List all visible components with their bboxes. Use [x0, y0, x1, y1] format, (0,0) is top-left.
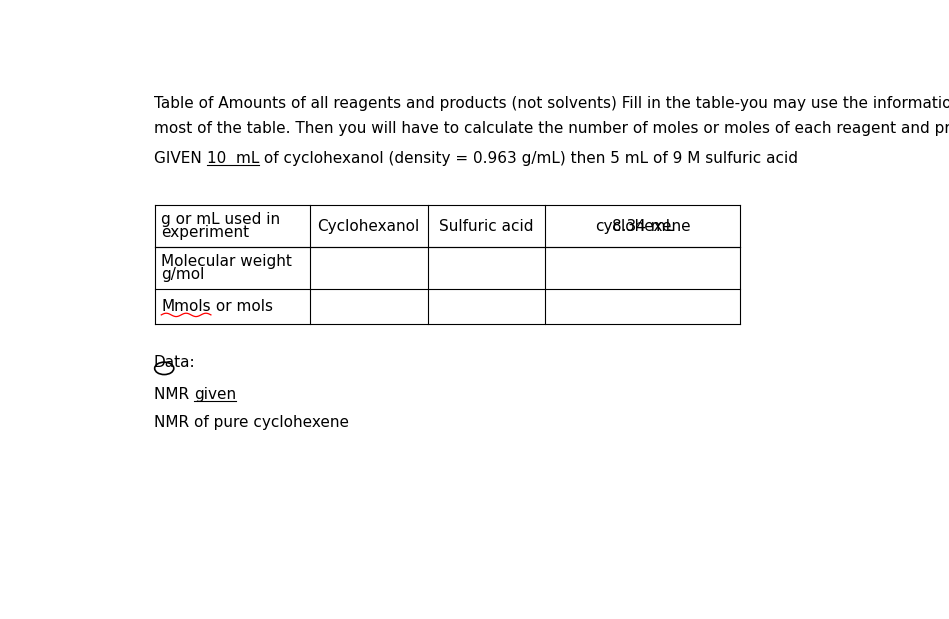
Text: 10  mL: 10 mL [207, 152, 259, 167]
Text: Data:: Data: [154, 355, 195, 370]
Text: or mols: or mols [211, 299, 273, 314]
Text: cyclohexene: cyclohexene [595, 219, 691, 234]
Text: Cyclohexanol: Cyclohexanol [318, 219, 419, 234]
Text: most of the table. Then you will have to calculate the number of moles or moles : most of the table. Then you will have to… [154, 121, 949, 136]
Text: Molecular weight: Molecular weight [161, 254, 292, 269]
Text: NMR of pure cyclohexene: NMR of pure cyclohexene [154, 415, 349, 430]
Text: Table of Amounts of all reagents and products (not solvents) Fill in the table-y: Table of Amounts of all reagents and pro… [154, 96, 949, 111]
Text: g/mol: g/mol [161, 267, 205, 282]
Text: experiment: experiment [161, 225, 250, 241]
Text: Sulfuric acid: Sulfuric acid [439, 219, 533, 234]
Text: GIVEN: GIVEN [154, 152, 207, 167]
Text: of cyclohexanol (density = 0.963 g/mL) then 5 mL of 9 M sulfuric acid: of cyclohexanol (density = 0.963 g/mL) t… [259, 152, 798, 167]
Text: Mmols: Mmols [161, 299, 211, 314]
Text: 8.34 mL: 8.34 mL [611, 219, 674, 234]
Text: g or mL used in: g or mL used in [161, 212, 280, 227]
Text: given: given [194, 387, 236, 402]
Text: NMR: NMR [154, 387, 194, 402]
